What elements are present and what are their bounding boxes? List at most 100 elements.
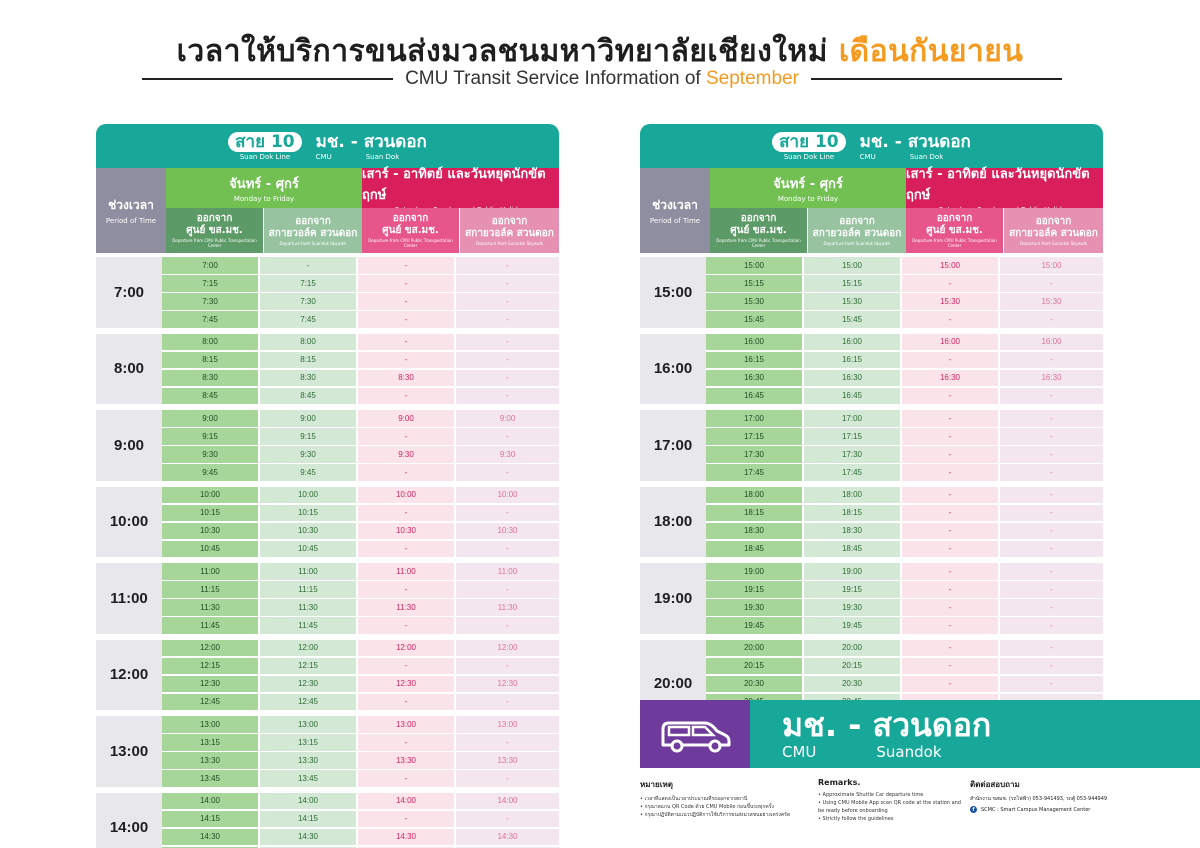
- hour-label: 11:00: [96, 563, 162, 634]
- table-row: 11:00 11:00 11:00 11:00: [162, 563, 559, 580]
- col-label: ออกจาก: [491, 215, 528, 227]
- time-cell: 14:30: [260, 828, 356, 845]
- weekday-label: จันทร์ - ศุกร์: [229, 177, 299, 192]
- subtitle: CMU Transit Service Information of Septe…: [393, 68, 811, 90]
- time-cell: 15:15: [706, 275, 802, 292]
- time-cell: 11:30: [162, 599, 258, 616]
- time-cell: 10:30: [358, 522, 454, 539]
- weekend-group: เสาร์ - อาทิตย์ และวันหยุดนักขัตฤกษ์ Sat…: [906, 167, 1103, 253]
- weekday-group: จันทร์ - ศุกร์ Monday to Friday ออกจาก ศ…: [166, 168, 362, 253]
- time-cell: -: [902, 486, 998, 503]
- time-cell: 11:30: [358, 599, 454, 616]
- time-cell: 10:15: [162, 504, 258, 521]
- time-cell: -: [1000, 540, 1103, 557]
- weekend-label: เสาร์ - อาทิตย์ และวันหยุดนักขัตฤกษ์: [906, 166, 1090, 203]
- weekday-label-en: Monday to Friday: [233, 195, 295, 203]
- table-row: 19:15 19:15- -: [706, 581, 1103, 598]
- time-cell: 18:30: [706, 522, 802, 539]
- col-label: ออกจาก: [1035, 215, 1072, 227]
- table-row: 16:15 16:15- -: [706, 351, 1103, 368]
- time-cell: -: [358, 351, 454, 368]
- time-cell: -: [456, 275, 559, 292]
- time-cell: -: [456, 293, 559, 310]
- remark-item: กรุณาปฏิบัติตามแนวปฏิบัติการใช้บริการขนส…: [640, 811, 810, 819]
- time-cell: -: [456, 428, 559, 445]
- time-cell: -: [456, 693, 559, 710]
- subtitle-month: September: [706, 68, 799, 89]
- table-row: 19:30 19:30- -: [706, 599, 1103, 616]
- line-label: สาย 10: [228, 131, 302, 152]
- time-cell: 14:45: [260, 846, 356, 848]
- table-row: 15:15 15:15- -: [706, 275, 1103, 292]
- time-cell: -: [1000, 675, 1103, 692]
- time-cell: 7:15: [260, 275, 356, 292]
- time-cell: 12:00: [162, 639, 258, 656]
- time-cell: 13:45: [162, 770, 258, 787]
- hour-block: 9:00 9:00 9:00 9:00 9:00 9:15 9:15- -9:30 9:30 9:…: [96, 410, 559, 481]
- time-cell: 12:30: [260, 675, 356, 692]
- time-cell: -: [456, 504, 559, 521]
- time-cell: 18:00: [706, 486, 802, 503]
- hour-label: 8:00: [96, 333, 162, 404]
- remark-item: Strictly follow the guidelines: [818, 815, 968, 823]
- time-cell: 14:30: [162, 828, 258, 845]
- table-row: 15:30 15:30 15:30 15:30: [706, 293, 1103, 310]
- table-row: 15:00 15:00 15:00 15:00: [706, 257, 1103, 274]
- time-cell: -: [902, 522, 998, 539]
- schedule-table-afternoon: สาย 10 Suan Dok Line มช. - สวนดอก CMU Su…: [640, 124, 1103, 728]
- page-title: เวลาให้บริการขนส่งมวลชนมหาวิทยาลัยเชียงใ…: [0, 28, 1200, 75]
- time-cell: 10:00: [358, 486, 454, 503]
- time-cell: 8:30: [260, 369, 356, 386]
- time-cell: -: [1000, 657, 1103, 674]
- table-row: 14:4514:45--: [162, 846, 559, 848]
- hour-label: 7:00: [96, 257, 162, 328]
- time-cell: 11:00: [358, 563, 454, 580]
- time-cell: 12:30: [358, 675, 454, 692]
- time-cell: -: [358, 428, 454, 445]
- table-row: 9:45 9:45- -: [162, 464, 559, 481]
- time-cell: 12:00: [260, 639, 356, 656]
- divider-right: [810, 78, 1063, 80]
- col-label: สกายวอล์ค สวนดอก: [1009, 227, 1098, 239]
- contact-facebook[interactable]: f SCMC : Smart Campus Management Center: [970, 806, 1160, 813]
- col-weekday-suandok: ออกจาก สกายวอล์ค สวนดอก Departure from S…: [264, 208, 362, 253]
- time-cell: 14:00: [260, 792, 356, 809]
- table-row: 12:30 12:30 12:30 12:30: [162, 675, 559, 692]
- hour-label: 15:00: [640, 257, 706, 328]
- time-cell: -: [1000, 311, 1103, 328]
- schedule-table-morning: สาย 10 Suan Dok Line มช. - สวนดอก CMU Su…: [96, 124, 559, 848]
- time-cell: -: [1000, 639, 1103, 656]
- hour-block: 8:00 8:00 8:00- -8:15 8:15- -8:30 8:30 8:30-8:4…: [96, 333, 559, 404]
- route: มช. - สวนดอก CMU Suan Dok: [316, 132, 427, 161]
- route-from: CMU: [315, 152, 332, 161]
- time-cell: 11:15: [162, 581, 258, 598]
- time-cell: 8:45: [162, 387, 258, 404]
- time-cell: 11:45: [260, 617, 356, 634]
- hour-block: 10:00 10:00 10:00 10:00 10:00 10:15 10:15- -10:…: [96, 486, 559, 557]
- time-cell: -: [1000, 275, 1103, 292]
- col-label-en: Departure from CMU Public Transportation…: [368, 238, 453, 248]
- time-cell: -: [358, 275, 454, 292]
- facebook-page[interactable]: SCMC : Smart Campus Management Center: [981, 806, 1091, 813]
- table-row: 20:00 20:00- -: [706, 639, 1103, 656]
- facebook-icon: f: [970, 806, 977, 813]
- table-header: สาย 10 Suan Dok Line มช. - สวนดอก CMU Su…: [96, 124, 559, 168]
- time-cell: -: [456, 369, 559, 386]
- hour-block: 18:00 18:00 18:00- -18:15 18:15- -18:30 18:30-…: [640, 486, 1103, 557]
- table-row: 9:15 9:15- -: [162, 428, 559, 445]
- destination-to: Suandok: [876, 742, 942, 761]
- time-cell: -: [358, 770, 454, 787]
- subtitle-row: CMU Transit Service Information of Septe…: [142, 66, 1063, 92]
- table-row: 18:00 18:00- -: [706, 486, 1103, 503]
- title-month: เดือนกันยายน: [838, 34, 1024, 69]
- time-cell: 20:00: [706, 639, 802, 656]
- table-row: 14:15 14:15- -: [162, 810, 559, 827]
- time-cell: 18:30: [804, 522, 900, 539]
- time-cell: 13:00: [162, 716, 258, 733]
- time-cell: 19:00: [804, 563, 900, 580]
- route-title: มช. - สวนดอก: [859, 131, 971, 152]
- time-cell: 9:00: [358, 410, 454, 427]
- line-label: สาย 10: [772, 131, 846, 152]
- col-label-en: Departure from CMU Public Transportation…: [172, 238, 257, 248]
- time-cell: 16:00: [902, 333, 998, 350]
